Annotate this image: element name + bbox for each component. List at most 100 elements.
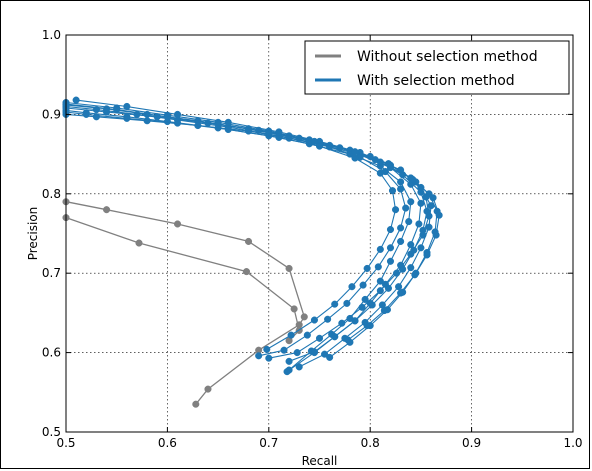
data-point xyxy=(363,322,371,330)
data-point xyxy=(285,357,293,365)
x-tick-label: 0.6 xyxy=(158,436,177,450)
data-point xyxy=(173,220,182,228)
data-point xyxy=(224,125,232,134)
data-point xyxy=(310,316,318,324)
data-point xyxy=(300,313,308,321)
legend: Without selection method With selection … xyxy=(304,40,570,95)
data-point xyxy=(395,283,403,291)
series-line xyxy=(65,101,438,358)
data-point xyxy=(103,206,111,214)
data-point xyxy=(432,231,440,239)
data-point xyxy=(224,118,232,126)
data-point xyxy=(397,237,405,245)
data-point xyxy=(429,194,437,202)
data-point xyxy=(363,264,371,272)
data-point xyxy=(423,251,431,259)
data-point xyxy=(425,212,433,220)
y-tick-label: 0.5 xyxy=(42,425,61,439)
series-layer xyxy=(62,96,443,408)
y-tick-label: 0.8 xyxy=(42,187,61,201)
data-point xyxy=(123,114,131,122)
series-with-2 xyxy=(62,106,415,376)
x-tick-label: 0.9 xyxy=(462,436,481,450)
y-tick-label: 1.0 xyxy=(42,28,61,42)
data-point xyxy=(407,241,415,249)
data-point xyxy=(153,113,161,121)
data-point xyxy=(422,193,430,201)
data-point xyxy=(411,271,419,279)
data-point xyxy=(376,245,384,253)
series-line xyxy=(65,105,422,371)
data-point xyxy=(310,348,318,356)
data-point xyxy=(393,269,401,277)
data-point xyxy=(290,305,298,313)
y-tick-label: 0.6 xyxy=(42,346,61,360)
data-point xyxy=(163,113,171,121)
data-point xyxy=(287,331,295,339)
data-point xyxy=(397,224,405,232)
data-point xyxy=(359,281,367,289)
series-line xyxy=(65,201,306,405)
data-point xyxy=(417,244,425,252)
legend-label-with: With selection method xyxy=(357,73,515,89)
plot-area-border xyxy=(65,34,574,433)
data-point xyxy=(388,187,397,195)
data-point xyxy=(402,204,410,212)
data-point xyxy=(399,265,407,273)
x-tick-label: 0.8 xyxy=(361,436,380,450)
series-line xyxy=(65,111,397,350)
data-point xyxy=(265,129,273,137)
data-point xyxy=(255,352,263,360)
y-tick-label: 0.9 xyxy=(42,107,61,121)
data-point xyxy=(376,169,384,177)
data-point xyxy=(415,220,423,228)
y-tick-label: 0.7 xyxy=(42,266,61,280)
x-tick-label: 1.0 xyxy=(563,436,582,450)
data-point xyxy=(361,295,369,303)
data-point xyxy=(397,289,405,297)
series-without-1 xyxy=(62,214,303,345)
data-point xyxy=(285,366,293,374)
data-point xyxy=(386,244,395,252)
grid xyxy=(66,35,573,432)
legend-label-without: Without selection method xyxy=(357,49,538,65)
series-with-5 xyxy=(62,98,441,361)
data-point xyxy=(374,263,382,271)
data-point xyxy=(244,237,253,245)
data-point xyxy=(397,185,405,193)
data-point xyxy=(376,277,384,285)
data-point xyxy=(265,354,273,362)
data-point xyxy=(344,336,352,344)
data-point xyxy=(293,349,301,357)
series-line xyxy=(65,216,300,342)
data-point xyxy=(285,264,293,272)
data-point xyxy=(376,287,384,295)
data-point xyxy=(419,231,427,239)
series-with-6 xyxy=(72,96,443,344)
data-point xyxy=(392,206,400,214)
data-point xyxy=(417,188,425,196)
series-with-10 xyxy=(62,100,433,362)
data-point xyxy=(321,350,329,358)
data-point xyxy=(173,110,182,118)
x-tick-label: 0.5 xyxy=(56,436,75,450)
data-point xyxy=(113,106,121,114)
data-point xyxy=(173,119,182,127)
data-point xyxy=(303,331,311,339)
data-point xyxy=(380,306,388,315)
data-point xyxy=(351,148,359,156)
data-point xyxy=(92,113,100,121)
data-point xyxy=(405,218,413,226)
data-point xyxy=(263,345,271,353)
data-point xyxy=(326,353,334,361)
data-point xyxy=(351,154,359,162)
data-point xyxy=(192,400,200,408)
data-point xyxy=(368,301,376,309)
series-with-9 xyxy=(62,104,431,365)
data-point xyxy=(242,268,251,276)
ticks: 0.5 0.6 0.7 0.8 0.9 1.0 0.5 0.6 0.7 0.8 0.9 1.0 xyxy=(42,28,583,450)
data-point xyxy=(331,300,339,308)
data-point xyxy=(123,102,131,111)
x-axis-label: Recall xyxy=(302,454,338,468)
